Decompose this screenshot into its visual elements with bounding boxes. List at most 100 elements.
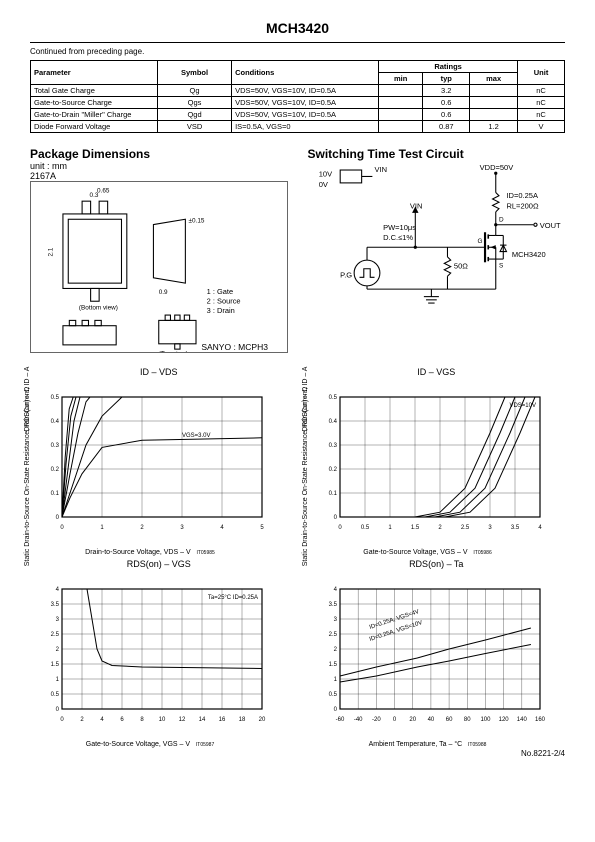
svg-text:P.G: P.G <box>340 270 352 279</box>
chart-xlabel: Ambient Temperature, Ta – °C IT05988 <box>308 741 548 748</box>
th-min: min <box>379 73 423 85</box>
page-number: No.8221-2/4 <box>30 749 565 758</box>
package-unit: unit : mm <box>30 161 288 171</box>
svg-text:3: 3 <box>180 525 184 531</box>
svg-text:16: 16 <box>219 717 226 723</box>
package-drawing: 2.1 0.3 0.65 (Bottom view) ±0.15 0.9 <box>30 181 288 353</box>
svg-text:0: 0 <box>392 717 396 723</box>
svg-text:3.5: 3.5 <box>51 602 60 608</box>
svg-text:PW=10μs: PW=10μs <box>383 223 416 232</box>
svg-text:12: 12 <box>179 717 186 723</box>
svg-text:14: 14 <box>199 717 206 723</box>
svg-text:10V: 10V <box>318 169 331 178</box>
svg-text:0.65: 0.65 <box>97 187 110 194</box>
svg-text:0.3: 0.3 <box>51 443 60 449</box>
svg-text:3 : Drain: 3 : Drain <box>207 306 235 315</box>
svg-text:18: 18 <box>239 717 246 723</box>
th-max: max <box>470 73 518 85</box>
svg-text:VDS=10V: VDS=10V <box>509 403 536 409</box>
svg-text:-60: -60 <box>335 717 344 723</box>
svg-text:8: 8 <box>140 717 144 723</box>
svg-text:VOUT: VOUT <box>539 221 560 230</box>
svg-text:2: 2 <box>80 717 84 723</box>
svg-text:0: 0 <box>60 717 64 723</box>
svg-text:0: 0 <box>56 515 60 521</box>
chart-xlabel: Gate-to-Source Voltage, VGS – V IT05987 <box>30 741 270 748</box>
chart-container: RDS(on) – VGSStatic Drain-to-Source On-S… <box>30 559 288 741</box>
th-symbol: Symbol <box>158 61 232 85</box>
svg-text:S: S <box>498 262 502 269</box>
svg-text:VDD=50V: VDD=50V <box>479 163 513 172</box>
svg-text:(Top view): (Top view) <box>159 350 188 352</box>
svg-text:2: 2 <box>333 647 337 653</box>
svg-text:50Ω: 50Ω <box>453 262 467 271</box>
continued-note: Continued from preceding page. <box>30 47 565 56</box>
svg-text:1.5: 1.5 <box>51 662 60 668</box>
chart-title: ID – VDS <box>30 367 288 377</box>
chart: Drain Current, ID – A00.511.522.533.5400… <box>308 379 548 549</box>
svg-text:0.2: 0.2 <box>51 467 60 473</box>
svg-text:0V: 0V <box>318 180 327 189</box>
svg-text:ID=0.25A: ID=0.25A <box>506 191 537 200</box>
svg-text:0.3: 0.3 <box>328 443 337 449</box>
svg-text:MCH3420: MCH3420 <box>511 250 545 259</box>
table-row: Gate-to-Drain "Miller" ChargeQgdVDS=50V,… <box>31 109 565 121</box>
svg-text:0.2: 0.2 <box>328 467 337 473</box>
svg-text:40: 40 <box>427 717 434 723</box>
svg-text:0: 0 <box>333 515 337 521</box>
svg-text:D: D <box>498 216 503 223</box>
chart-container: ID – VGSDrain Current, ID – A00.511.522.… <box>308 367 566 549</box>
svg-text:140: 140 <box>516 717 527 723</box>
svg-text:160: 160 <box>534 717 545 723</box>
chart-title: ID – VGS <box>308 367 566 377</box>
svg-text:±0.15: ±0.15 <box>189 217 205 224</box>
svg-text:4: 4 <box>56 587 60 593</box>
table-row: Total Gate ChargeQgVDS=50V, VGS=10V, ID=… <box>31 85 565 97</box>
svg-text:G: G <box>477 238 482 245</box>
svg-text:0.1: 0.1 <box>51 491 60 497</box>
chart-xlabel: Gate-to-Source Voltage, VGS – V IT05986 <box>308 549 548 556</box>
svg-text:4: 4 <box>220 525 224 531</box>
svg-text:2: 2 <box>56 647 60 653</box>
table-row: Gate-to-Source ChargeQgsVDS=50V, VGS=10V… <box>31 97 565 109</box>
chart: Static Drain-to-Source On-State Resistan… <box>308 571 548 741</box>
svg-text:5: 5 <box>260 525 264 531</box>
svg-text:SANYO : MCPH3: SANYO : MCPH3 <box>201 342 268 352</box>
chart-title: RDS(on) – Ta <box>308 559 566 569</box>
svg-text:0.5: 0.5 <box>328 395 337 401</box>
svg-text:(Bottom view): (Bottom view) <box>79 305 118 312</box>
svg-text:1: 1 <box>388 525 392 531</box>
svg-text:10: 10 <box>159 717 166 723</box>
svg-text:60: 60 <box>445 717 452 723</box>
svg-text:3: 3 <box>488 525 492 531</box>
svg-text:3.5: 3.5 <box>328 602 337 608</box>
svg-text:0: 0 <box>333 707 337 713</box>
circuit-diagram: 10V 0V VIN VDD=50V ID=0.25A RL=200Ω VOUT… <box>308 161 566 331</box>
svg-text:D.C.≤1%: D.C.≤1% <box>383 233 413 242</box>
svg-text:2.5: 2.5 <box>51 632 60 638</box>
svg-text:0: 0 <box>60 525 64 531</box>
svg-text:120: 120 <box>498 717 509 723</box>
svg-text:0.5: 0.5 <box>360 525 369 531</box>
svg-text:4: 4 <box>333 587 337 593</box>
svg-text:1.5: 1.5 <box>410 525 419 531</box>
th-unit: Unit <box>518 61 565 85</box>
chart: Drain Current, ID – A01234500.10.20.30.4… <box>30 379 270 549</box>
chart-title: RDS(on) – VGS <box>30 559 288 569</box>
chart-ylabel: Static Drain-to-Source On-State Resistan… <box>302 387 309 567</box>
th-typ: typ <box>423 73 470 85</box>
svg-text:-20: -20 <box>372 717 381 723</box>
svg-text:RL=200Ω: RL=200Ω <box>506 201 538 210</box>
svg-text:100: 100 <box>480 717 491 723</box>
svg-text:0.5: 0.5 <box>51 395 60 401</box>
svg-text:0.4: 0.4 <box>328 419 337 425</box>
svg-text:1 : Gate: 1 : Gate <box>207 287 233 296</box>
chart-ylabel: Static Drain-to-Source On-State Resistan… <box>24 387 31 567</box>
svg-text:1: 1 <box>100 525 104 531</box>
svg-text:3.5: 3.5 <box>510 525 519 531</box>
svg-text:3: 3 <box>56 617 60 623</box>
chart-container: ID – VDSDrain Current, ID – A01234500.10… <box>30 367 288 549</box>
package-code: 2167A <box>30 171 288 181</box>
th-cond: Conditions <box>232 61 379 85</box>
svg-text:0.5: 0.5 <box>328 692 337 698</box>
